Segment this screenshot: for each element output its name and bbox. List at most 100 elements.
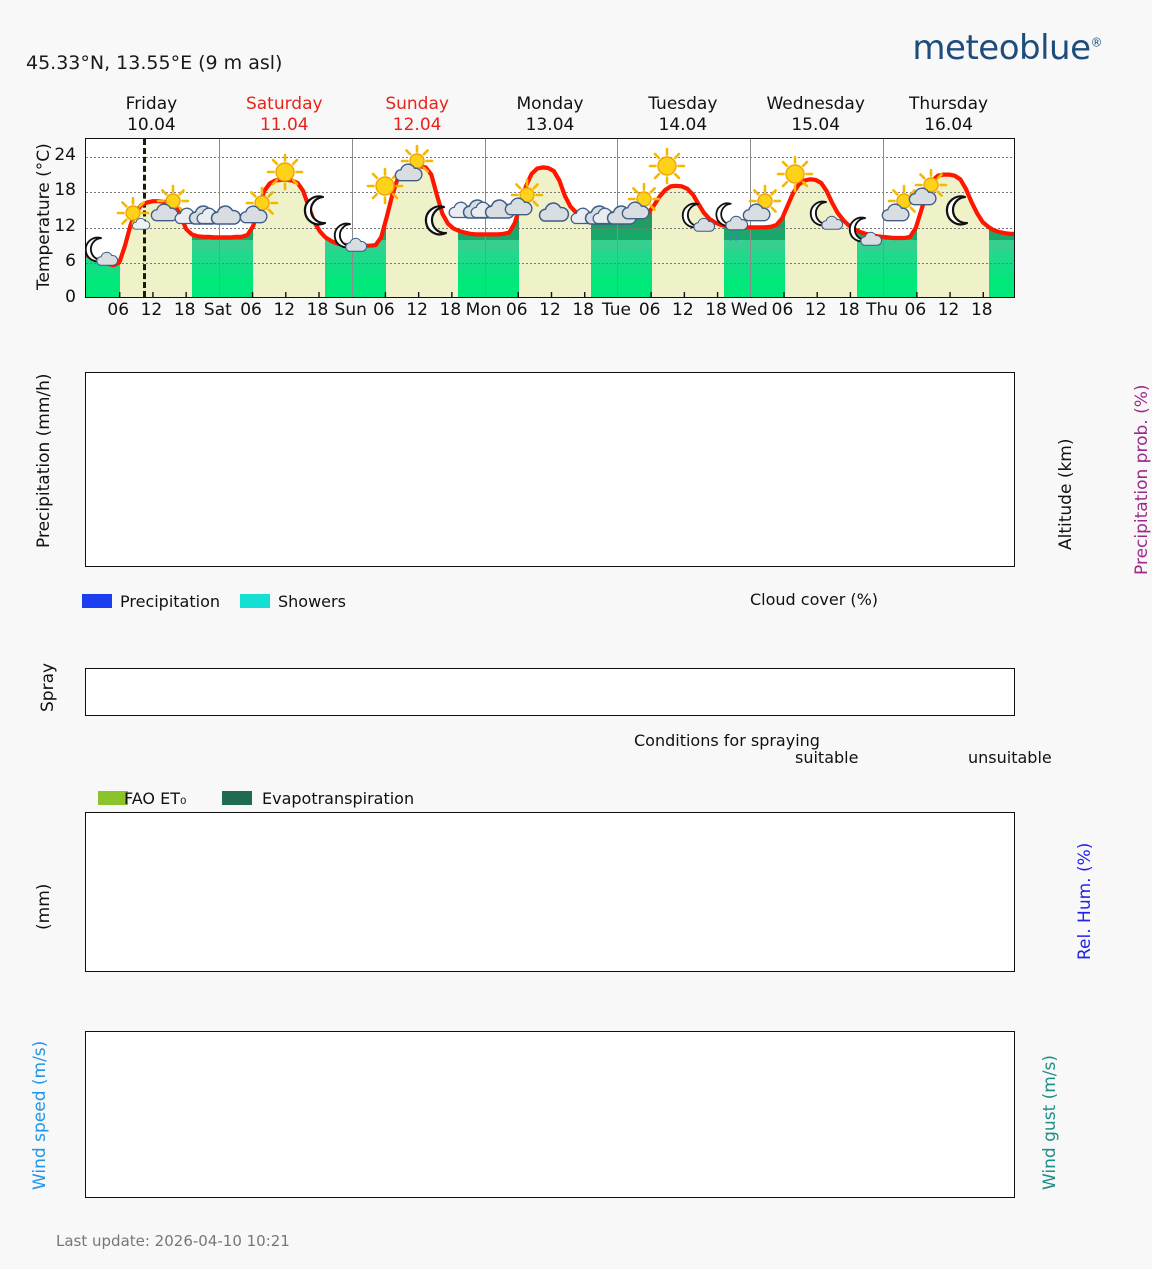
day-name: Tuesday [648, 94, 718, 114]
temperature-x-tick: 06 [240, 300, 262, 320]
precip-prob-axis-title: Precipitation prob. (%) [1132, 384, 1152, 576]
day-name: Thursday [909, 94, 989, 114]
day-date: 16.04 [924, 115, 973, 135]
day-header-saturday: Saturday 11.04 [217, 94, 351, 136]
wind-speed-axis-title: Wind speed (m/s) [30, 1040, 50, 1190]
day-name: Monday [516, 94, 584, 114]
day-header-thursday: Thursday 16.04 [882, 94, 1016, 136]
wind-gust-axis-title: Wind gust (m/s) [1040, 1054, 1060, 1190]
showers-legend-swatch [240, 594, 270, 608]
et-legend-label: Evapotranspiration [262, 789, 415, 808]
temperature-x-tick: 12 [672, 300, 694, 320]
weather-icon-sun-cloud [618, 182, 662, 227]
fao-legend-swatch [98, 791, 128, 805]
weather-icon-moon-cloud [330, 221, 374, 261]
weather-icon-moon [297, 191, 341, 231]
showers-legend-label: Showers [278, 592, 346, 611]
weather-icon-sun-cloud [147, 184, 191, 229]
weather-icon-moon-cloud [678, 201, 722, 241]
weather-icon-moon [939, 191, 983, 231]
temperature-x-tick: 12 [804, 300, 827, 320]
day-name: Sunday [385, 94, 449, 114]
day-header-monday: Monday 13.04 [483, 94, 617, 136]
gridline [86, 157, 1014, 158]
weather-icon-sun-cloud-small [116, 196, 161, 241]
weather-icon-clouds [194, 197, 242, 237]
temperature-chart [85, 138, 1015, 298]
spray-axis-title: Spray [38, 662, 58, 712]
weather-icon-sun-cloud [739, 184, 783, 229]
temperature-y-tick: 24 [54, 144, 76, 165]
temperature-x-tick: 12 [937, 300, 960, 320]
rh-axis-title: Rel. Hum. (%) [1075, 842, 1095, 960]
location-coordinates: 45.33°N, 13.55°E (9 m asl) [26, 52, 283, 74]
day-date: 12.04 [392, 115, 442, 135]
day-name: Friday [125, 94, 178, 114]
cloud-cover-legend-label: Cloud cover (%) [750, 590, 879, 609]
spray-suitable-label: suitable [795, 748, 859, 767]
day-date: 15.04 [791, 115, 841, 135]
weather-icon-cloud [529, 193, 573, 233]
weather-icon-sun [645, 147, 689, 187]
precipitation-legend-swatch [82, 594, 112, 608]
et-legend-swatch [222, 791, 252, 805]
temperature-x-tick: 06 [107, 300, 130, 320]
logo-text: meteoblue [912, 28, 1091, 68]
temperature-x-tick: 12 [539, 300, 561, 320]
fao-legend-label: FAO ET₀ [124, 789, 187, 808]
temperature-x-tick: 18 [306, 300, 329, 320]
current-time-marker [143, 139, 147, 297]
temperature-x-tick: Wed [730, 300, 768, 320]
weather-icon-moon-cloud [845, 215, 889, 255]
temperature-x-tick: 12 [140, 300, 163, 320]
temperature-x-tick: 12 [273, 300, 296, 320]
series-line [86, 164, 1014, 268]
temperature-x-tick: Sun [334, 300, 367, 320]
temperature-y-tick: 0 [65, 287, 76, 307]
day-name: Saturday [245, 94, 323, 114]
precipitation-chart [85, 372, 1015, 567]
day-header-friday: Friday 10.04 [84, 94, 218, 136]
weather-icon-sun-cloud [905, 168, 949, 213]
altitude-axis-title: Altitude (km) [1056, 438, 1076, 550]
temperature-x-tick: 18 [439, 300, 462, 320]
temperature-x-tick: Thu [866, 300, 899, 320]
precipitation-axis-title: Precipitation (mm/h) [34, 373, 54, 548]
spray-unsuitable-label: unsuitable [968, 748, 1052, 767]
temperature-x-tick: Tue [601, 300, 631, 320]
gridline [86, 192, 1014, 193]
temperature-x-tick: 06 [638, 300, 661, 320]
temperature-y-tick: 6 [65, 251, 76, 272]
gridline [86, 263, 1014, 264]
weather-icon-sun [263, 153, 307, 193]
day-header-sunday: Sunday 12.04 [350, 94, 484, 136]
meteoblue-logo: meteoblue® [912, 28, 1102, 68]
weather-icon-sun-cloud [236, 186, 280, 231]
weather-icon-moon-cloud-rain [712, 202, 756, 243]
precipitation-legend-label: Precipitation [120, 592, 221, 611]
day-header-wednesday: Wednesday 15.04 [749, 94, 883, 136]
temperature-x-tick: Mon [465, 300, 502, 320]
evapotranspiration-chart [85, 812, 1015, 972]
weather-icon-moon-cloud [806, 199, 850, 239]
temperature-y-tick: 18 [54, 180, 76, 201]
gridline [86, 228, 1014, 229]
day-name: Wednesday [766, 94, 865, 114]
et-axis-title: (mm) [34, 883, 54, 930]
temperature-x-tick: 12 [406, 300, 428, 320]
day-date: 11.04 [259, 115, 309, 135]
temperature-x-tick: 18 [705, 300, 727, 320]
last-update: Last update: 2026-04-10 10:21 [56, 1232, 290, 1250]
temperature-y-tick: 12 [54, 215, 76, 236]
logo-registered-mark: ® [1090, 35, 1103, 50]
temperature-x-tick: 18 [572, 300, 595, 320]
temperature-x-tick: 18 [838, 300, 860, 320]
weather-icon-sun-cloud [391, 144, 435, 189]
weather-icon-moon-cloud [86, 235, 125, 275]
day-date: 13.04 [525, 115, 575, 135]
weather-icon-sun [363, 167, 407, 207]
temperature-x-tick: 18 [970, 300, 993, 320]
temperature-mask-top2 [86, 139, 1014, 266]
temperature-x-tick: 06 [505, 300, 528, 320]
spray-chart [85, 668, 1015, 716]
